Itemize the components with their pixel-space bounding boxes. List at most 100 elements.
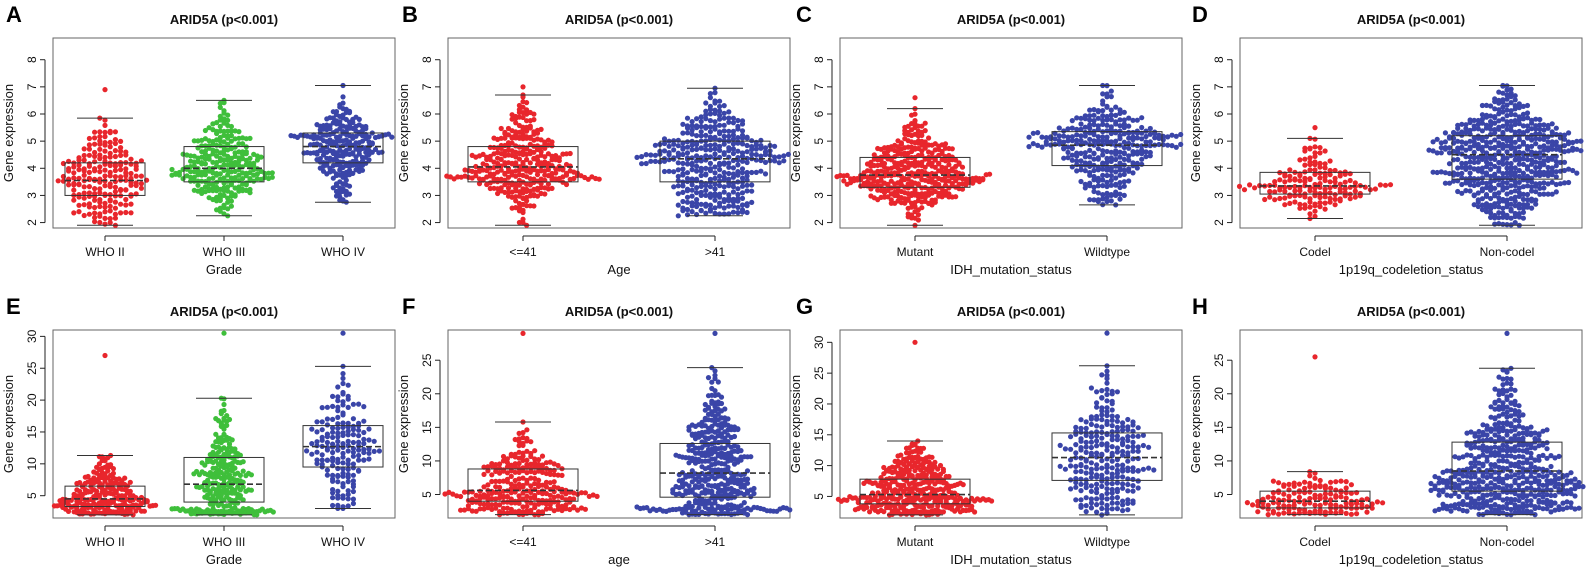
data-point	[932, 164, 938, 170]
data-point	[1082, 140, 1088, 146]
data-point	[94, 464, 100, 470]
data-point	[1114, 462, 1120, 468]
data-point	[1068, 463, 1074, 469]
data-point	[694, 141, 700, 148]
data-point	[919, 152, 925, 158]
data-point	[1312, 153, 1318, 159]
data-point	[1332, 196, 1338, 202]
data-point	[1108, 198, 1114, 204]
data-point	[1074, 126, 1080, 132]
data-point	[661, 136, 668, 142]
data-point	[337, 104, 343, 110]
data-point	[739, 170, 746, 176]
data-point	[563, 172, 570, 178]
data-point	[689, 209, 695, 215]
data-point	[703, 165, 709, 171]
data-point	[1322, 194, 1328, 200]
chart-title: ARID5A (p<0.001)	[957, 12, 1065, 27]
data-point	[243, 182, 249, 188]
data-point	[717, 143, 723, 149]
data-point	[340, 432, 346, 438]
data-point	[199, 178, 205, 184]
data-point	[726, 119, 732, 125]
data-point	[721, 110, 727, 116]
data-point	[105, 468, 111, 474]
data-point	[730, 146, 737, 152]
data-point	[345, 466, 351, 472]
data-point	[206, 168, 212, 174]
data-point	[1317, 164, 1323, 170]
data-point	[102, 87, 108, 93]
data-point	[1074, 168, 1080, 174]
data-point	[1083, 458, 1089, 464]
data-point	[1121, 139, 1127, 145]
data-point	[751, 490, 757, 497]
data-point	[551, 494, 557, 500]
data-point	[236, 184, 242, 190]
data-point	[361, 457, 367, 463]
data-point	[744, 173, 750, 179]
data-point	[76, 157, 82, 163]
data-point	[909, 172, 915, 178]
x-axis: WHO II WHO III WHO IV	[85, 525, 365, 549]
data-point	[495, 190, 501, 197]
data-point	[345, 479, 351, 485]
data-point	[707, 208, 714, 214]
data-point	[191, 471, 197, 477]
data-point	[1467, 170, 1473, 176]
data-point	[123, 202, 129, 208]
data-point	[345, 461, 351, 467]
data-point	[92, 159, 98, 165]
data-point	[516, 122, 523, 129]
data-point	[480, 161, 486, 167]
group--41	[634, 330, 793, 518]
data-point	[888, 200, 894, 206]
data-point	[560, 167, 566, 173]
data-point	[112, 211, 118, 217]
data-point	[123, 187, 129, 193]
data-point	[1099, 412, 1105, 418]
data-point	[1139, 151, 1145, 157]
data-point	[1083, 432, 1089, 438]
data-point	[1524, 102, 1531, 109]
data-point	[225, 112, 231, 118]
data-point	[469, 152, 475, 158]
data-point	[1099, 458, 1105, 464]
x-tick-label: WHO II	[85, 245, 124, 259]
data-point	[1087, 147, 1093, 153]
data-point	[235, 500, 241, 506]
y-tick-label: 6	[812, 110, 826, 117]
data-point	[343, 192, 349, 198]
data-point	[356, 427, 362, 433]
data-point	[251, 172, 257, 178]
data-point	[1113, 182, 1119, 188]
data-point	[1100, 121, 1106, 127]
data-point	[717, 167, 723, 173]
data-point	[721, 205, 727, 211]
data-point	[199, 172, 205, 178]
group-who-iv	[288, 82, 395, 205]
data-point	[92, 204, 98, 211]
data-point	[180, 176, 186, 182]
data-point	[698, 145, 704, 151]
y-tick-label: 3	[420, 192, 434, 199]
data-point	[493, 468, 499, 474]
data-point	[138, 181, 144, 187]
data-point	[739, 166, 746, 172]
x-axis-label: IDH_mutation_status	[950, 262, 1072, 277]
data-point	[1078, 133, 1084, 139]
data-point	[1062, 466, 1068, 472]
y-tick-label: 4	[812, 165, 826, 172]
y-tick-label: 20	[25, 393, 39, 407]
data-point	[834, 174, 840, 180]
data-point	[1277, 177, 1283, 183]
data-point	[213, 431, 219, 437]
data-point	[112, 137, 118, 143]
data-point	[324, 416, 330, 422]
x-tick-label: Mutant	[897, 245, 934, 259]
chart-title: ARID5A (p<0.001)	[565, 12, 673, 27]
data-point	[909, 192, 915, 198]
